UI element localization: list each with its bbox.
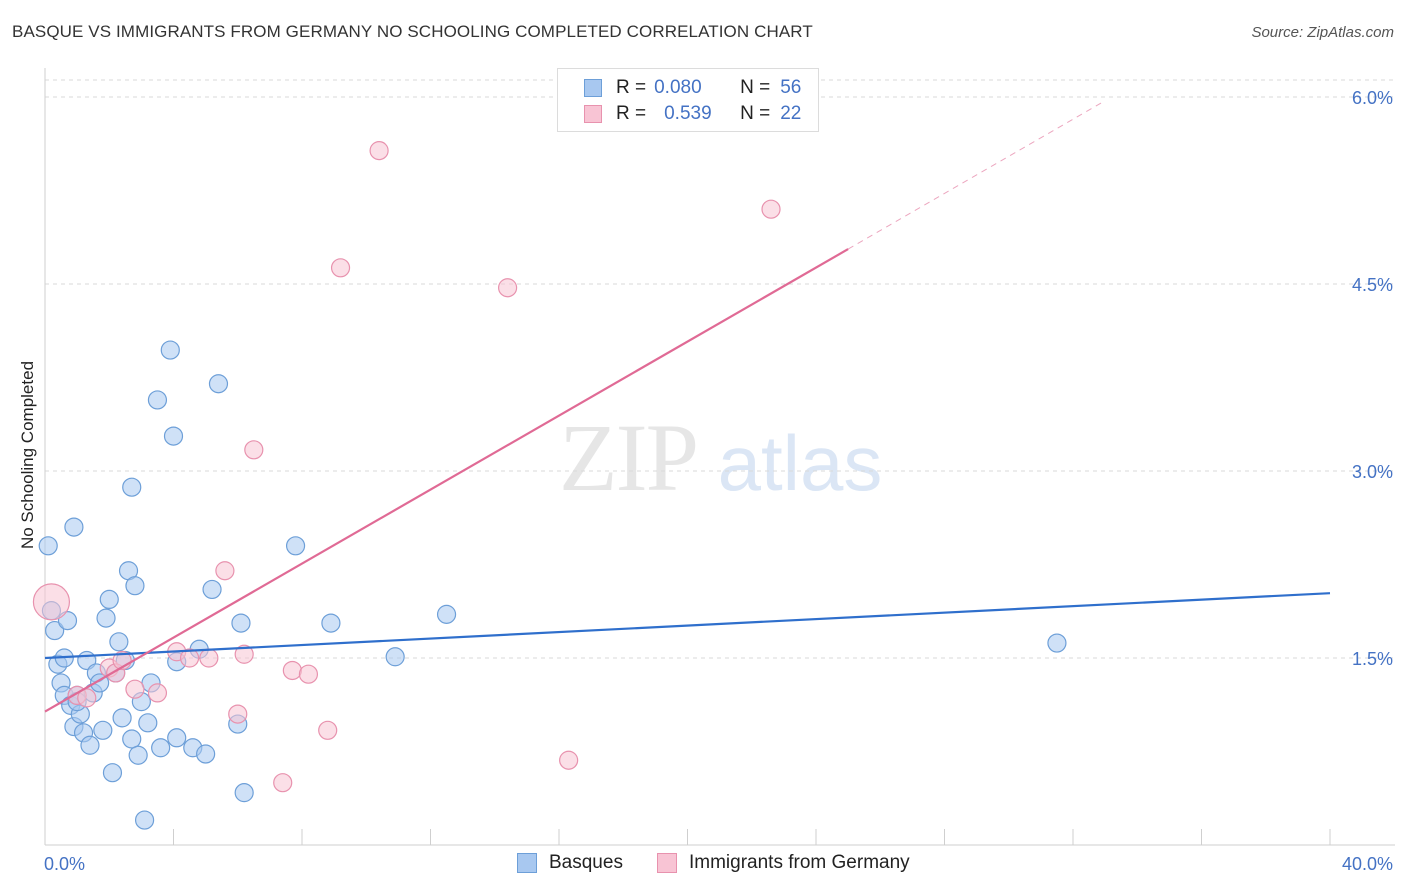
point-basques <box>138 713 158 733</box>
y-tick-label: 1.5% <box>1352 649 1393 669</box>
watermark-zip: ZIP <box>559 404 697 511</box>
legend-n-label: N = <box>740 77 771 98</box>
point-immigrants-germany <box>244 440 264 460</box>
point-basques <box>112 708 132 728</box>
point-basques <box>134 810 155 830</box>
trend-line-germany-extension <box>847 100 1106 250</box>
point-immigrants-germany <box>125 679 145 699</box>
trend-line-basques <box>44 592 1331 660</box>
point-immigrants-germany <box>215 561 235 581</box>
point-immigrants-germany <box>498 278 518 298</box>
point-basques <box>128 745 148 765</box>
point-basques <box>285 536 306 556</box>
point-immigrants-germany <box>369 141 389 161</box>
point-basques <box>102 763 123 783</box>
point-basques <box>38 536 58 556</box>
point-immigrants-germany <box>761 199 781 219</box>
point-immigrants-germany <box>559 750 579 770</box>
point-basques <box>45 620 65 641</box>
point-basques <box>385 647 405 667</box>
series-legend-basques[interactable]: Basques <box>517 852 623 874</box>
point-basques <box>202 579 222 600</box>
point-immigrants-germany <box>318 720 338 740</box>
point-basques <box>160 340 180 360</box>
y-tick-label: 3.0% <box>1352 462 1393 482</box>
series-legend-germany[interactable]: Immigrants from Germany <box>657 852 910 874</box>
point-immigrants-germany <box>282 660 302 681</box>
legend-r-value-basques: 0.080 <box>654 77 702 98</box>
stats-legend: R = 0.080 N = 56 R = 0.539 N = 22 <box>557 68 819 132</box>
point-immigrants-germany <box>32 583 71 621</box>
series-legend: Basques Immigrants from Germany <box>0 852 1406 878</box>
point-basques <box>125 576 145 596</box>
legend-r-value-germany: 0.539 <box>664 103 712 124</box>
point-basques <box>96 608 116 628</box>
series-swatch-germany <box>657 853 677 873</box>
trend-lines <box>44 100 1331 713</box>
chart-source: Source: ZipAtlas.com <box>1251 24 1394 41</box>
legend-n-label: N = <box>740 103 771 124</box>
legend-row-basques: R = 0.080 N = 56 <box>584 75 801 101</box>
point-basques <box>163 426 184 446</box>
points-immigrants-germany <box>32 141 781 793</box>
point-basques <box>196 744 216 764</box>
point-basques <box>321 613 341 633</box>
legend-swatch-germany <box>584 105 602 123</box>
legend-row-germany: R = 0.539 N = 22 <box>584 101 801 127</box>
point-basques <box>122 477 142 497</box>
point-immigrants-germany <box>273 773 293 793</box>
point-basques <box>147 390 168 410</box>
point-basques <box>436 604 457 624</box>
watermark-atlas: atlas <box>718 419 883 507</box>
series-label-germany: Immigrants from Germany <box>689 852 910 873</box>
trend-line-germany <box>44 248 849 713</box>
x-tick-label: 40.0% <box>1342 854 1393 874</box>
y-tick-label: 6.0% <box>1352 88 1393 108</box>
x-tick-label: 0.0% <box>44 854 85 874</box>
points-basques <box>38 340 1067 830</box>
point-immigrants-germany <box>228 704 248 724</box>
point-basques <box>64 517 84 537</box>
point-basques <box>167 728 187 748</box>
legend-n-value-basques: 56 <box>780 77 802 98</box>
point-immigrants-germany <box>298 664 319 684</box>
point-immigrants-germany <box>77 688 97 708</box>
point-basques <box>151 738 171 758</box>
point-basques <box>231 613 251 633</box>
point-basques <box>93 720 113 740</box>
point-immigrants-germany <box>179 648 200 668</box>
grid-lines <box>45 79 1395 659</box>
chart-title: BASQUE VS IMMIGRANTS FROM GERMANY NO SCH… <box>12 22 813 41</box>
point-basques <box>122 729 142 749</box>
point-immigrants-germany <box>234 644 254 664</box>
point-basques <box>1047 633 1067 653</box>
legend-n-value-germany: 22 <box>780 103 802 124</box>
point-immigrants-germany <box>330 258 351 278</box>
series-swatch-basques <box>517 853 537 873</box>
tick-labels: 1.5% 3.0% 4.5% 6.0% 0.0% 40.0% <box>44 88 1393 874</box>
point-immigrants-germany <box>147 683 168 703</box>
point-immigrants-germany <box>199 648 219 668</box>
point-basques <box>208 374 229 394</box>
series-label-basques: Basques <box>549 852 623 873</box>
point-basques <box>234 783 254 803</box>
legend-r-label: R = <box>616 103 647 124</box>
point-basques <box>109 632 129 652</box>
axes <box>44 68 1395 846</box>
legend-swatch-basques <box>584 79 602 97</box>
point-basques <box>80 735 100 755</box>
legend-r-label: R = <box>616 77 647 98</box>
point-basques <box>99 589 119 610</box>
y-tick-label: 4.5% <box>1352 275 1393 295</box>
